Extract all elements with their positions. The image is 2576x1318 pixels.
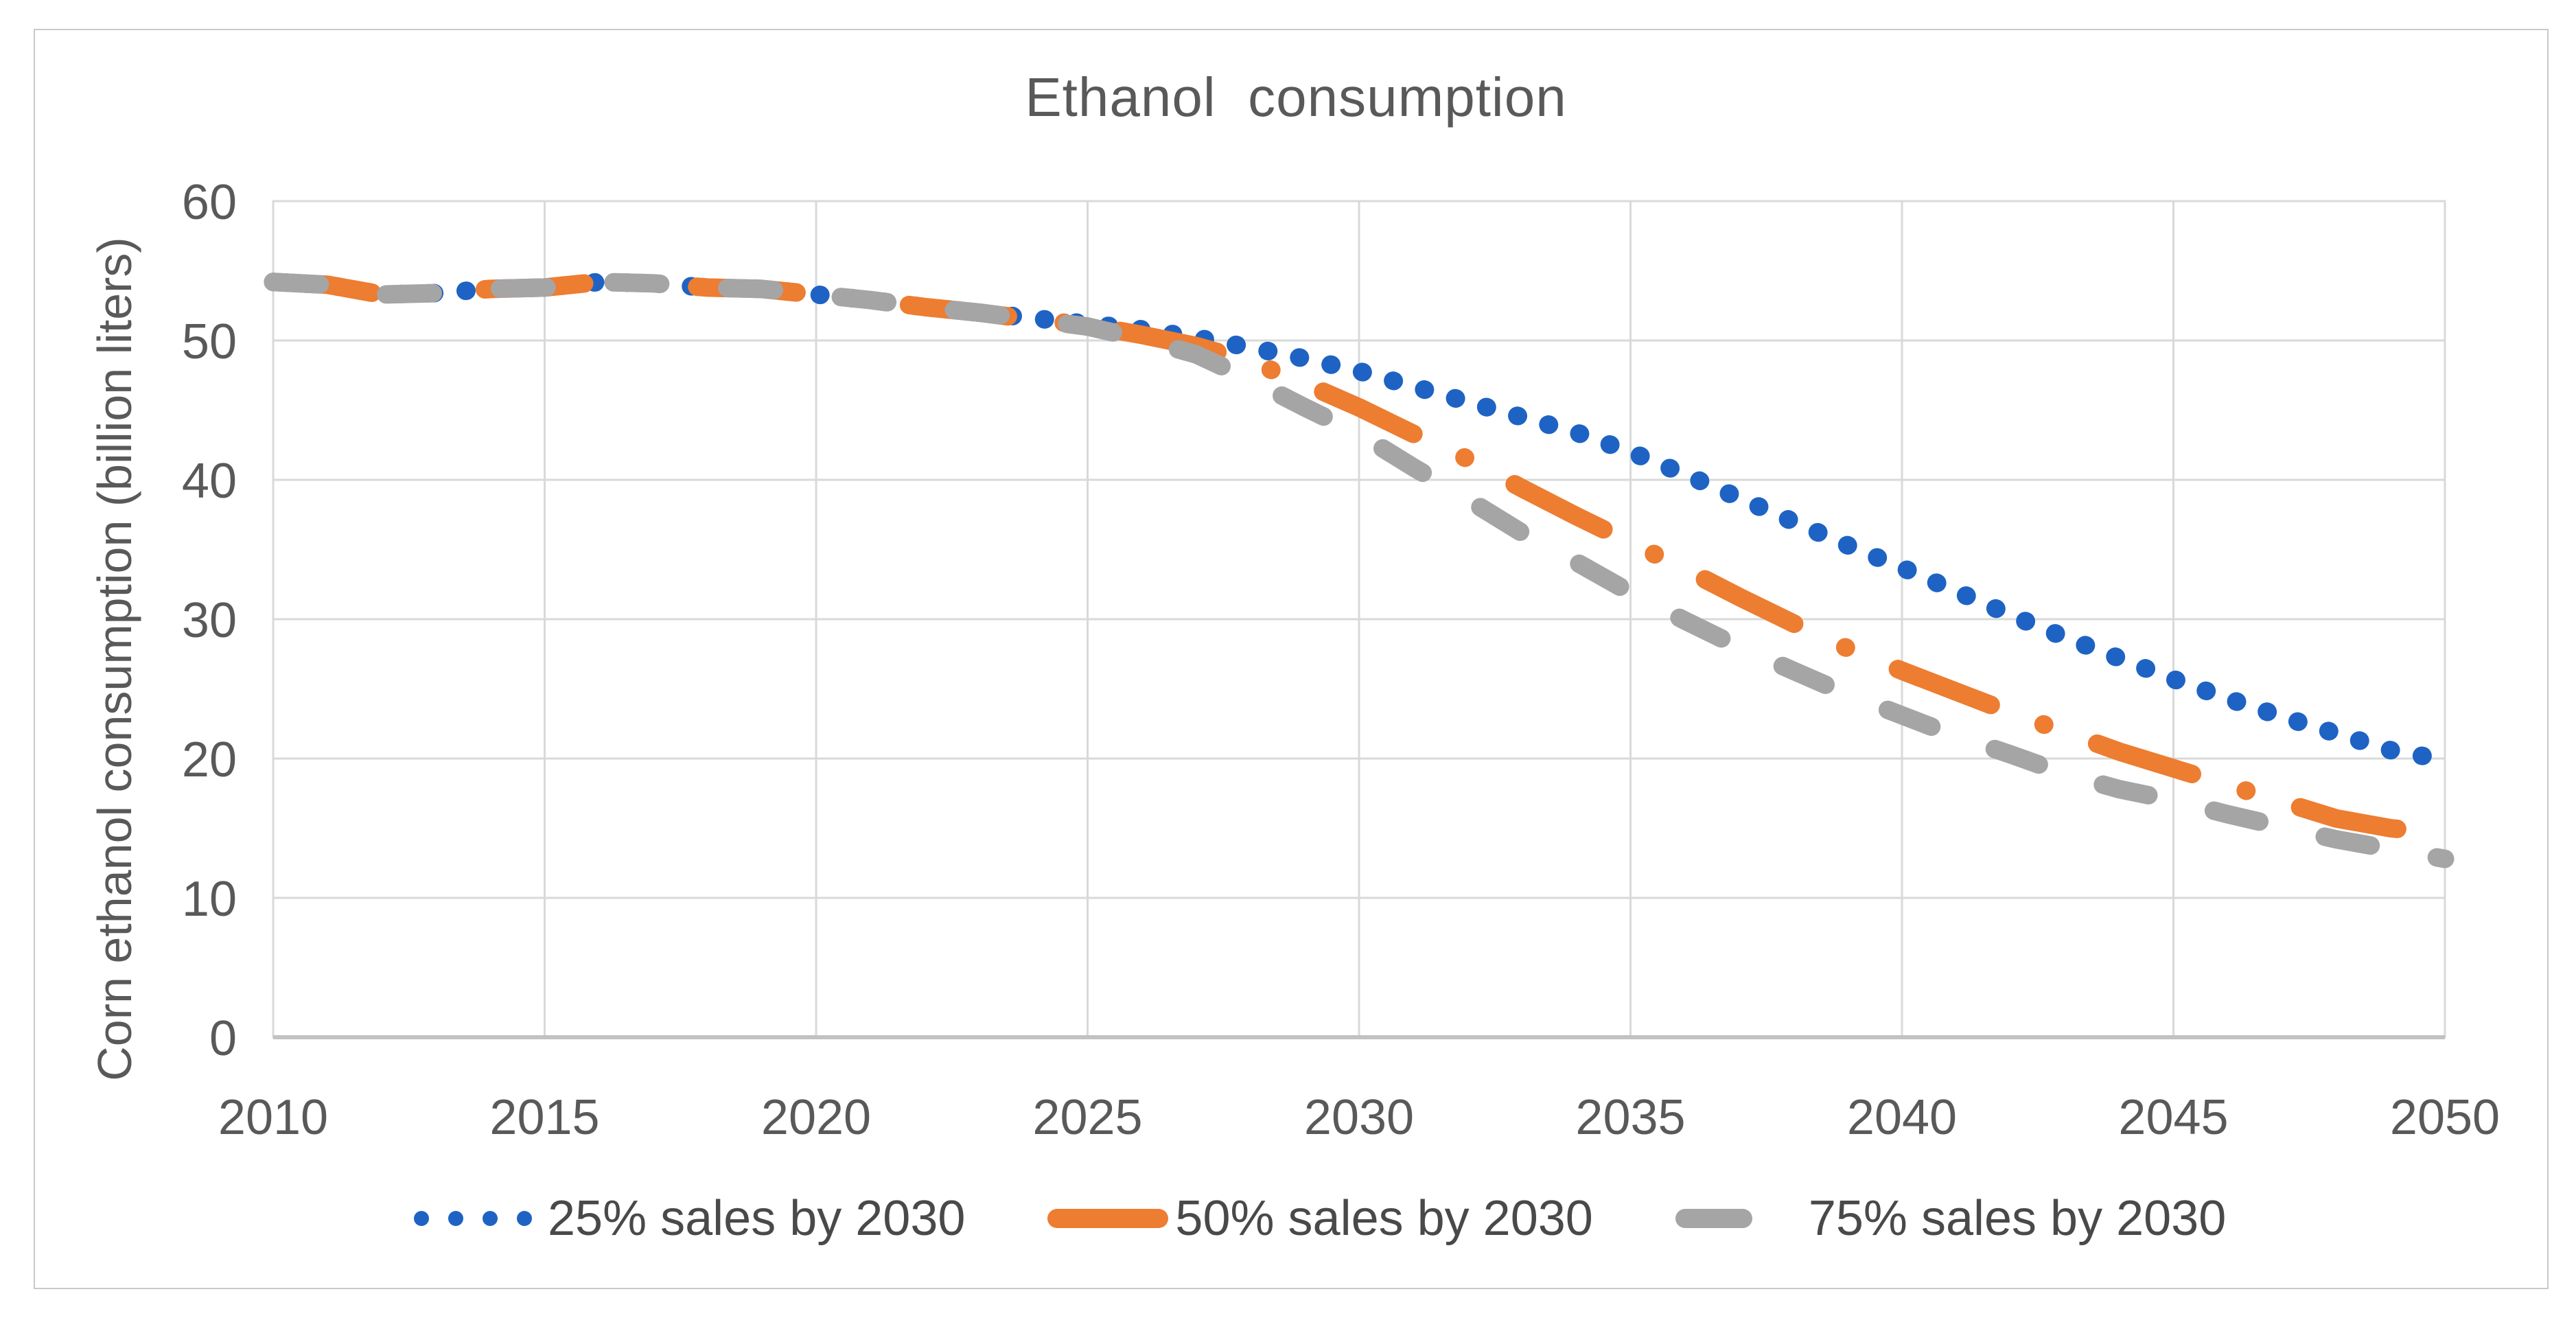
y-tick-label: 20 [182, 732, 237, 787]
x-tick-label: 2010 [218, 1090, 328, 1145]
legend-item-25pct[interactable]: 25% sales by 2030 [412, 1190, 965, 1247]
y-tick-label: 30 [182, 593, 237, 648]
y-tick-label: 0 [209, 1011, 237, 1066]
dotted-line-marker-icon [414, 1211, 532, 1226]
x-tick-label: 2030 [1304, 1090, 1414, 1145]
chart-title: Ethanol consumption [1025, 67, 1567, 128]
x-tick-label: 2020 [761, 1090, 871, 1145]
x-tick-label: 2025 [1032, 1090, 1142, 1145]
legend: 25% sales by 2030 50% sales by 2030 75% … [412, 1188, 2226, 1249]
x-tick-label: 2045 [2118, 1090, 2228, 1145]
chart-frame [34, 29, 2549, 1289]
x-tick-label: 2050 [2390, 1090, 2500, 1145]
series-line-2[interactable] [264, 273, 2455, 868]
y-tick-label: 40 [182, 454, 237, 509]
legend-label-75pct: 75% sales by 2030 [1808, 1191, 2227, 1246]
x-tick-label: 2035 [1575, 1090, 1685, 1145]
dash-line-marker-icon [1675, 1209, 1752, 1228]
y-tick-label: 60 [182, 175, 237, 230]
y-axis-title: Corn ethanol consumption (billion liters… [88, 237, 141, 1081]
x-tick-label: 2015 [489, 1090, 599, 1145]
long-dash-line-marker-icon [1047, 1209, 1169, 1228]
y-tick-label: 10 [182, 872, 237, 927]
legend-item-75pct[interactable]: 75% sales by 2030 [1675, 1190, 2226, 1247]
y-tick-label: 50 [182, 314, 237, 369]
x-tick-label: 2040 [1847, 1090, 1957, 1145]
legend-label-50pct: 50% sales by 2030 [1175, 1191, 1593, 1246]
legend-label-25pct: 25% sales by 2030 [548, 1191, 966, 1246]
legend-item-50pct[interactable]: 50% sales by 2030 [1047, 1190, 1593, 1247]
